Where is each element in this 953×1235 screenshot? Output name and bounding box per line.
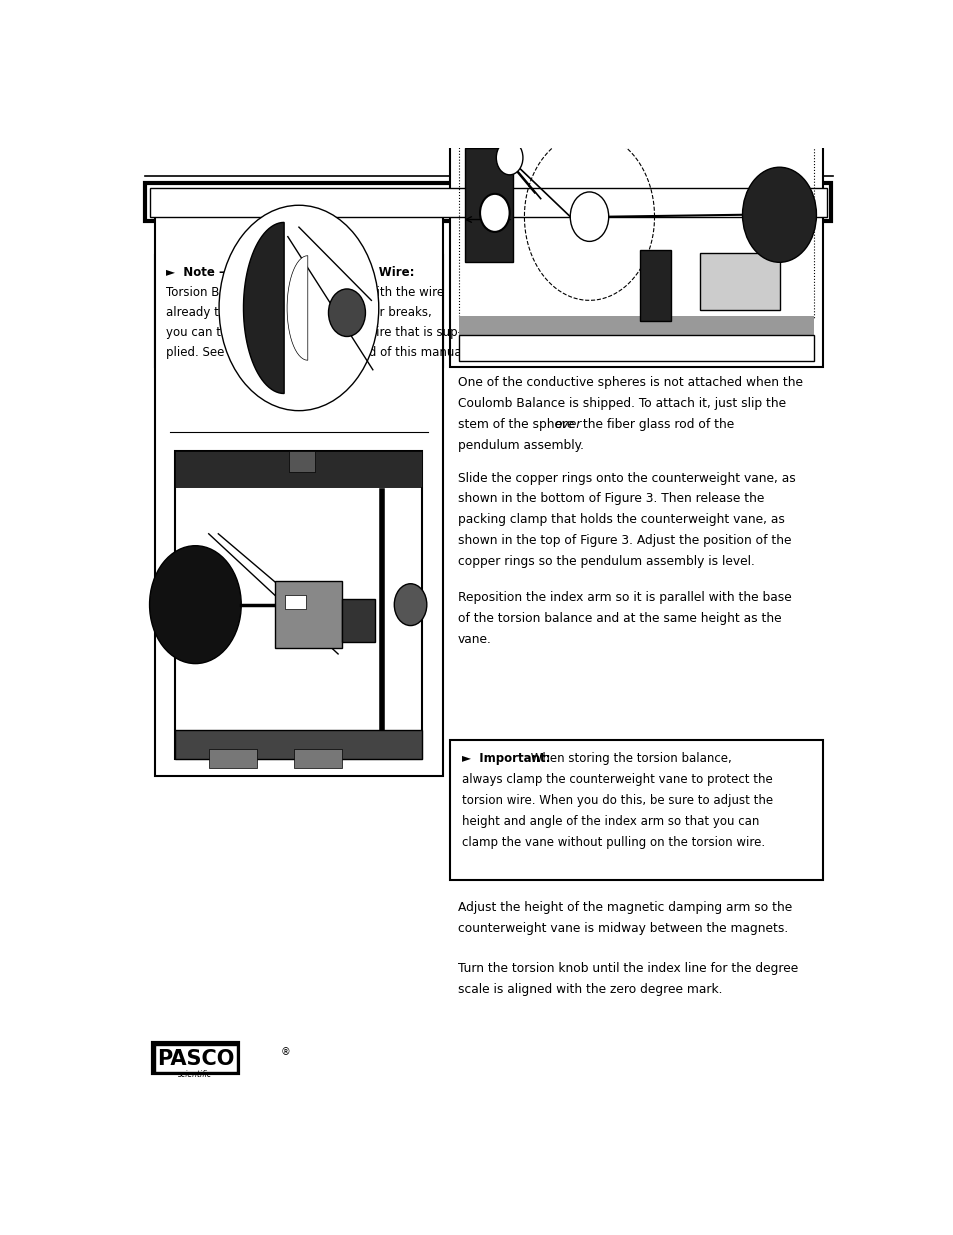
Circle shape	[150, 546, 241, 663]
Text: When storing the torsion balance,: When storing the torsion balance,	[526, 752, 731, 764]
Circle shape	[462, 94, 478, 115]
Bar	[175, 451, 422, 487]
Circle shape	[741, 167, 816, 262]
Text: PASCO: PASCO	[156, 1049, 233, 1068]
Bar	[465, 148, 513, 262]
Bar	[275, 582, 341, 648]
Text: of the torsion balance and at the same height as the: of the torsion balance and at the same h…	[457, 613, 781, 625]
Polygon shape	[243, 222, 284, 394]
Circle shape	[219, 205, 378, 411]
Text: over: over	[554, 419, 581, 431]
Text: you can thread it using the spare wire that is sup-: you can thread it using the spare wire t…	[166, 326, 461, 340]
Text: Adjust the height of the magnetic damping arm so the: Adjust the height of the magnetic dampin…	[457, 902, 791, 914]
FancyBboxPatch shape	[153, 1044, 238, 1073]
Text: ►  Important:: ► Important:	[461, 752, 550, 764]
Circle shape	[514, 94, 530, 115]
Bar	[459, 335, 813, 361]
Bar	[459, 316, 813, 335]
Bar	[175, 451, 422, 758]
Polygon shape	[287, 256, 308, 361]
FancyBboxPatch shape	[154, 205, 442, 776]
FancyBboxPatch shape	[450, 740, 822, 881]
Circle shape	[394, 584, 426, 626]
FancyBboxPatch shape	[154, 1045, 236, 1072]
Bar	[209, 750, 256, 768]
Text: shown in the top of Figure 3. Adjust the position of the: shown in the top of Figure 3. Adjust the…	[457, 535, 791, 547]
Text: clamp the vane without pulling on the torsion wire.: clamp the vane without pulling on the to…	[461, 836, 764, 848]
Text: Turn the torsion knob until the index line for the degree: Turn the torsion knob until the index li…	[457, 962, 798, 976]
Text: Reposition the index arm so it is parallel with the base: Reposition the index arm so it is parall…	[457, 592, 791, 604]
Text: scale is aligned with the zero degree mark.: scale is aligned with the zero degree ma…	[457, 983, 721, 997]
Text: vane.: vane.	[457, 634, 491, 646]
Bar	[294, 750, 341, 768]
Bar	[289, 451, 314, 472]
Bar	[459, 82, 813, 127]
FancyBboxPatch shape	[154, 254, 442, 367]
Text: pendulum assembly.: pendulum assembly.	[457, 440, 583, 452]
Text: always clamp the counterweight vane to protect the: always clamp the counterweight vane to p…	[461, 773, 772, 785]
Bar	[285, 595, 305, 609]
FancyBboxPatch shape	[450, 72, 822, 367]
Text: stem of the sphere: stem of the sphere	[457, 419, 578, 431]
Text: Slide the copper rings onto the counterweight vane, as: Slide the copper rings onto the counterw…	[457, 472, 795, 484]
Bar	[700, 253, 780, 310]
Text: plied. See the procedure at the end of this manual.: plied. See the procedure at the end of t…	[166, 346, 468, 359]
Text: ►  Note – Threading the Torsion Wire:: ► Note – Threading the Torsion Wire:	[166, 266, 418, 279]
Text: shown in the bottom of Figure 3. Then release the: shown in the bottom of Figure 3. Then re…	[457, 493, 763, 505]
Text: already threaded. However, if it ever breaks,: already threaded. However, if it ever br…	[166, 306, 431, 319]
Bar	[175, 730, 422, 758]
Text: packing clamp that holds the counterweight vane, as: packing clamp that holds the counterweig…	[457, 514, 784, 526]
Text: height and angle of the index arm so that you can: height and angle of the index arm so tha…	[461, 815, 759, 827]
Text: counterweight vane is midway between the magnets.: counterweight vane is midway between the…	[457, 923, 787, 935]
Text: The: The	[337, 266, 359, 279]
Text: ®: ®	[280, 1047, 290, 1057]
Circle shape	[570, 191, 608, 241]
FancyBboxPatch shape	[145, 183, 830, 221]
Bar	[341, 599, 375, 642]
Text: torsion wire. When you do this, be sure to adjust the: torsion wire. When you do this, be sure …	[461, 794, 772, 806]
Text: Torsion Balance is shipped to you with the wire: Torsion Balance is shipped to you with t…	[166, 287, 443, 299]
Bar	[639, 249, 670, 321]
Text: Coulomb Balance is shipped. To attach it, just slip the: Coulomb Balance is shipped. To attach it…	[457, 398, 785, 410]
Circle shape	[328, 289, 365, 336]
Text: the fiber glass rod of the: the fiber glass rod of the	[578, 419, 734, 431]
Circle shape	[479, 194, 509, 232]
Circle shape	[496, 141, 522, 175]
FancyBboxPatch shape	[150, 188, 826, 216]
Text: copper rings so the pendulum assembly is level.: copper rings so the pendulum assembly is…	[457, 556, 754, 568]
Text: scientific: scientific	[178, 1070, 213, 1078]
Text: One of the conductive spheres is not attached when the: One of the conductive spheres is not att…	[457, 377, 802, 389]
